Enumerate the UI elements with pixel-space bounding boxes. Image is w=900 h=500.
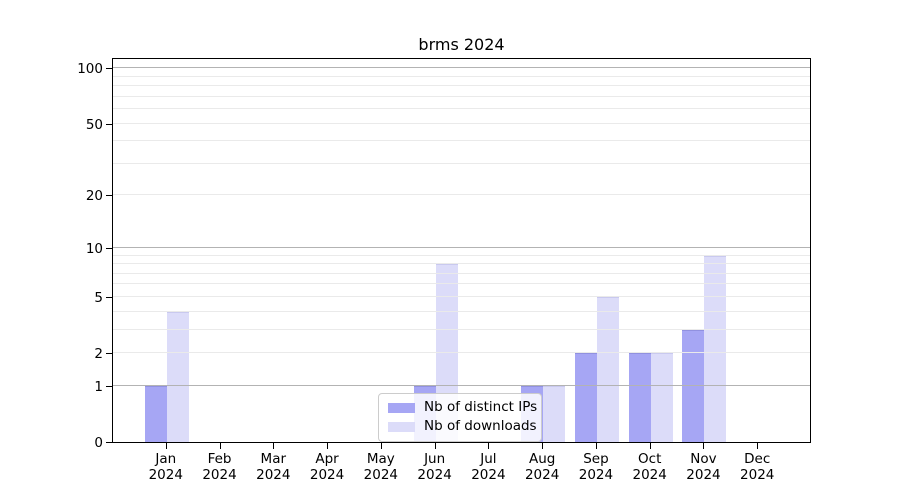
x-tick-jul (488, 443, 490, 449)
legend-entry-downloads: Nb of downloads (388, 419, 537, 434)
gridline-minor-80 (113, 85, 810, 87)
x-tick-label-nov: Nov 2024 (686, 451, 721, 483)
x-tick-oct (649, 443, 651, 449)
bar-downloads-jan (166, 311, 189, 442)
y-tick-100 (106, 68, 112, 70)
gridline-minor-4 (113, 310, 810, 312)
x-tick-mar (273, 443, 275, 449)
gridline-minor-8 (113, 263, 810, 265)
y-tick-label-100: 100 (77, 61, 103, 78)
y-tick-20 (106, 195, 112, 197)
x-tick-aug (542, 443, 544, 449)
bar-distinct-ips-jan (144, 385, 167, 442)
bar-downloads-oct (650, 353, 673, 442)
x-tick-sep (595, 443, 597, 449)
x-tick-nov (703, 443, 705, 449)
y-tick-0 (106, 442, 112, 443)
bar-downloads-nov (704, 255, 727, 442)
x-tick-label-jan: Jan 2024 (148, 451, 183, 483)
y-tick-label-1: 1 (94, 378, 103, 395)
x-tick-label-oct: Oct 2024 (632, 451, 667, 483)
x-tick-jun (434, 443, 436, 449)
gridline-minor-90 (113, 75, 810, 77)
legend-swatch-distinct-ips (388, 402, 415, 413)
gridline-minor-20 (113, 194, 810, 196)
y-tick-label-50: 50 (85, 116, 103, 133)
y-tick-label-2: 2 (94, 346, 103, 362)
x-tick-label-jun: Jun 2024 (417, 451, 452, 483)
x-tick-may (380, 443, 382, 449)
bar-downloads-sep (596, 296, 619, 442)
bar-distinct-ips-nov (682, 329, 705, 442)
chart-title: brms 2024 (418, 35, 505, 54)
gridline-major-1 (113, 384, 810, 386)
gridline-minor-5 (113, 295, 810, 297)
gridline-minor-30 (113, 162, 810, 164)
gridline-major-100 (113, 67, 810, 69)
bar-downloads-aug (543, 385, 566, 442)
y-tick-label-20: 20 (85, 188, 103, 205)
bar-distinct-ips-sep (574, 353, 597, 442)
x-tick-apr (327, 443, 329, 449)
x-tick-label-aug: Aug 2024 (524, 451, 560, 483)
gridline-minor-2 (113, 352, 810, 354)
y-tick-10 (106, 247, 112, 249)
x-tick-dec (757, 443, 759, 449)
gridline-major-10 (113, 246, 810, 248)
x-tick-feb (219, 443, 221, 449)
gridline-minor-40 (113, 140, 810, 142)
gridline-minor-70 (113, 95, 810, 97)
y-tick-label-5: 5 (94, 289, 103, 306)
x-tick-label-sep: Sep 2024 (578, 451, 614, 483)
x-tick-label-jul: Jul 2024 (471, 451, 506, 483)
x-tick-label-dec: Dec 2024 (740, 451, 775, 483)
y-tick-50 (106, 123, 112, 125)
x-tick-label-may: May 2024 (363, 451, 399, 483)
legend-label-distinct-ips: Nb of distinct IPs (424, 399, 538, 415)
x-tick-label-feb: Feb 2024 (202, 451, 237, 483)
gridline-minor-50 (113, 122, 810, 124)
y-tick-5 (106, 296, 112, 298)
y-tick-2 (106, 353, 112, 354)
legend-entry-distinct-ips: Nb of distinct IPs (388, 400, 537, 415)
y-tick-label-10: 10 (85, 240, 103, 257)
gridline-minor-60 (113, 108, 810, 110)
x-tick-label-apr: Apr 2024 (309, 451, 345, 483)
x-tick-jan (165, 443, 167, 449)
gridline-minor-6 (113, 283, 810, 285)
gridline-minor-3 (113, 328, 810, 330)
y-tick-label-0: 0 (94, 435, 103, 451)
x-tick-label-mar: Mar 2024 (256, 451, 291, 483)
legend-swatch-downloads (388, 421, 415, 432)
legend-label-downloads: Nb of downloads (424, 418, 537, 434)
y-tick-1 (106, 385, 112, 387)
legend: Nb of distinct IPs Nb of downloads (378, 393, 542, 442)
gridline-minor-7 (113, 272, 810, 274)
gridline-minor-9 (113, 254, 810, 256)
bar-distinct-ips-oct (628, 353, 651, 442)
plot-area: Nb of distinct IPs Nb of downloads (112, 58, 811, 443)
